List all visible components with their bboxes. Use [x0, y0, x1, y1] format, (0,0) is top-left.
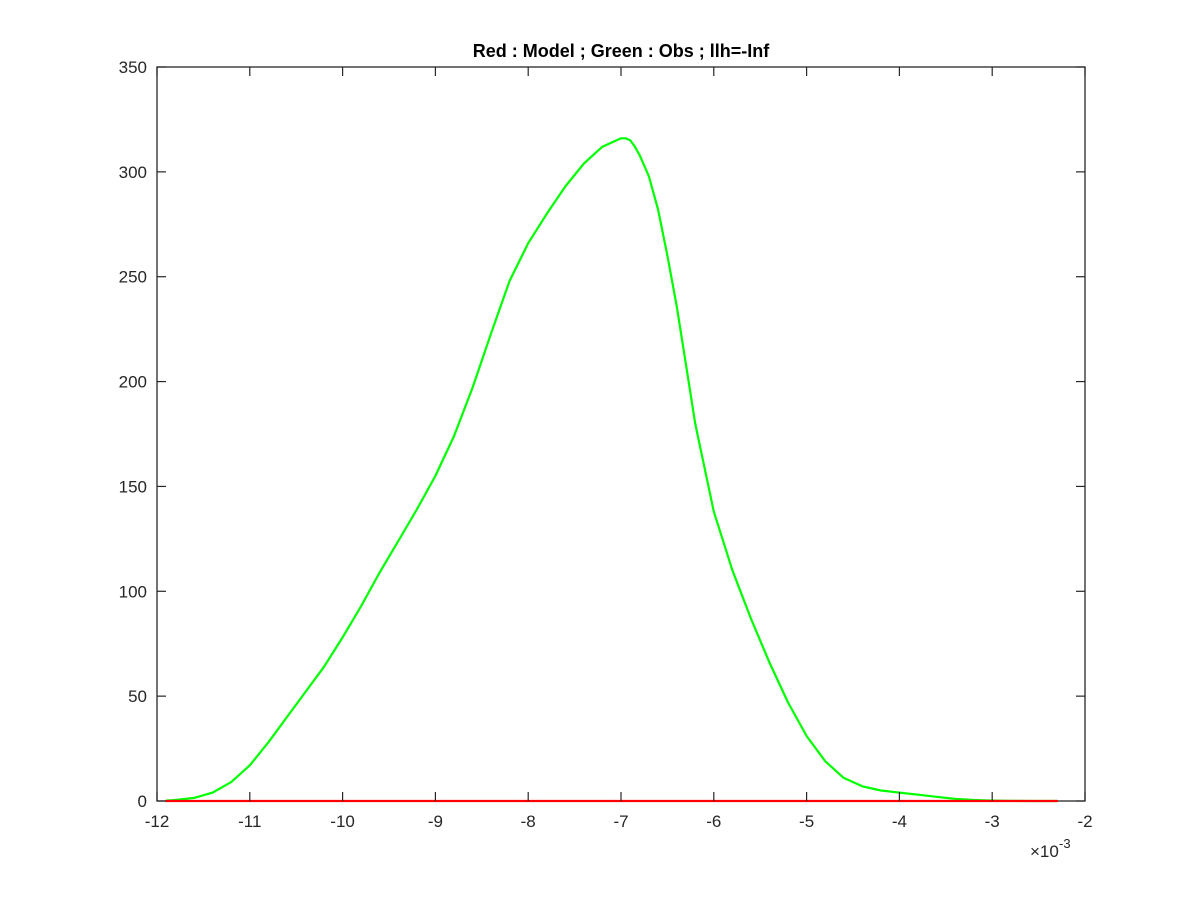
x-tick-label: -5 — [799, 812, 814, 831]
y-tick-label: 150 — [119, 477, 147, 496]
x-tick-label: -12 — [145, 812, 170, 831]
x-tick-label: -10 — [330, 812, 355, 831]
x-tick-label: -8 — [521, 812, 536, 831]
x-tick-label: -6 — [706, 812, 721, 831]
plot-area — [156, 66, 1086, 802]
y-tick-label: 300 — [119, 163, 147, 182]
x-tick-label: -2 — [1077, 812, 1092, 831]
x-tick-label: -3 — [985, 812, 1000, 831]
y-tick-label: 100 — [119, 582, 147, 601]
y-tick-label: 50 — [128, 687, 147, 706]
x-axis-multiplier: ×10 -3 — [1030, 836, 1071, 861]
x-tick-label: -7 — [613, 812, 628, 831]
y-tick-label: 250 — [119, 268, 147, 287]
y-tick-label: 0 — [138, 792, 147, 811]
x-tick-label: -9 — [428, 812, 443, 831]
x-tick-label: -4 — [892, 812, 907, 831]
chart-title: Red : Model ; Green : Obs ; llh=-Inf — [473, 41, 771, 61]
x-tick-label: -11 — [238, 812, 261, 831]
y-tick-label: 200 — [119, 373, 147, 392]
series-line-0 — [165, 137, 1059, 803]
tick-layer: -12 -11 -10 -9 -8 -7 -6 -5 -4 -3 -2 0 50 100 150 200 250… — [119, 58, 1093, 831]
y-tick-label: 350 — [119, 58, 147, 77]
x-multiplier-exponent: -3 — [1059, 836, 1071, 851]
series-layer — [165, 137, 1059, 803]
x-multiplier-base: ×10 — [1030, 842, 1059, 861]
